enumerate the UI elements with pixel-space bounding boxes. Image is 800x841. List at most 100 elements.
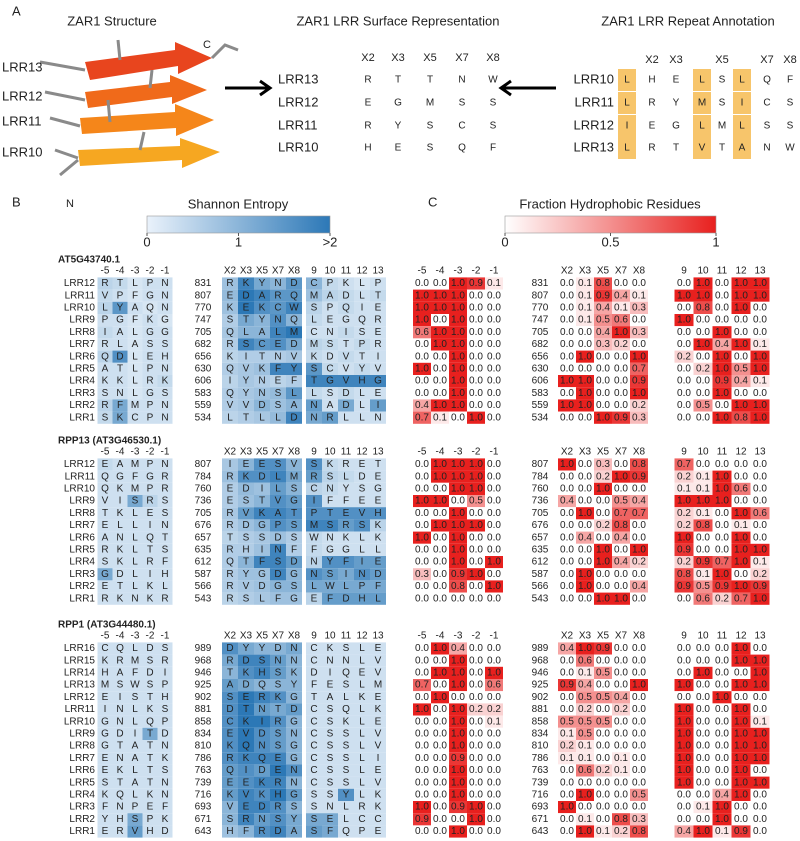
residue: D — [326, 351, 333, 362]
fraction-value: 1.0 — [696, 278, 710, 289]
residue: S — [162, 508, 169, 519]
residue-position: 770 — [532, 303, 549, 314]
fraction-cell — [449, 458, 467, 471]
residue: L — [359, 412, 365, 423]
entropy-cell — [370, 519, 386, 532]
entropy-cell — [338, 387, 354, 400]
fraction-value: 1.0 — [451, 532, 465, 543]
fraction-value: 0.0 — [596, 777, 610, 788]
residue: R — [374, 339, 381, 350]
entropy-cell — [142, 568, 158, 581]
fraction-cell — [467, 387, 485, 400]
entropy-cell — [97, 338, 113, 351]
entropy-cell — [270, 543, 286, 556]
fraction-value: 0.0 — [433, 826, 447, 837]
fraction-value: 1.0 — [578, 826, 592, 837]
column-header: -1 — [161, 447, 170, 458]
entropy-cell — [306, 801, 322, 814]
entropy-cell — [286, 289, 302, 302]
residue: T — [673, 143, 679, 154]
residue: Q — [290, 315, 298, 326]
fraction-cell — [693, 411, 713, 424]
residue: C — [374, 814, 381, 825]
fraction-value: 0.0 — [469, 655, 483, 666]
fraction-value: 1.0 — [415, 364, 429, 375]
entropy-cell — [238, 350, 254, 363]
entropy-cell — [270, 556, 286, 569]
fraction-cell — [674, 458, 694, 471]
entropy-cell — [157, 691, 173, 704]
residue: N — [161, 364, 168, 375]
residue: C — [310, 729, 317, 740]
column-header: 12 — [356, 631, 368, 642]
fraction-value: 1.0 — [596, 484, 610, 495]
residue: D — [226, 643, 233, 654]
fraction-value: 0.4 — [632, 496, 646, 507]
fraction-value: 0.0 — [578, 777, 592, 788]
residue: S — [291, 484, 298, 495]
fraction-cell — [750, 399, 770, 412]
beta-strand — [85, 42, 212, 80]
entropy-cell — [112, 642, 128, 655]
fraction-value: 0.0 — [560, 351, 574, 362]
fraction-value: 0.0 — [487, 376, 501, 387]
residue: G — [290, 716, 298, 727]
fraction-value: 0.9 — [415, 814, 429, 825]
residue: S — [327, 765, 334, 776]
column-header: 13 — [372, 266, 384, 277]
fraction-cell — [612, 362, 630, 375]
entropy-cell — [157, 458, 173, 471]
column-header: 11 — [717, 631, 728, 642]
residue: E — [275, 339, 282, 350]
residue-position: 786 — [532, 753, 549, 764]
residue-position: 946 — [532, 668, 549, 679]
fraction-cell — [558, 362, 576, 375]
fraction-value: 0.0 — [415, 729, 429, 740]
entropy-cell — [238, 752, 254, 765]
column-header: -5 — [101, 447, 110, 458]
fraction-value: 0.0 — [614, 388, 628, 399]
fraction-value: 0.0 — [632, 655, 646, 666]
entropy-cell — [157, 703, 173, 716]
residue: D — [310, 668, 317, 679]
fraction-value: 0.0 — [560, 790, 574, 801]
fraction-value: 0.0 — [632, 520, 646, 531]
fraction-cell — [630, 387, 648, 400]
entropy-cell — [354, 568, 370, 581]
residue: P — [311, 508, 318, 519]
entropy-cell — [254, 556, 270, 569]
residue: G — [258, 520, 266, 531]
fraction-value: 0.8 — [632, 826, 646, 837]
fraction-cell — [485, 301, 503, 314]
fraction-value: 0.3 — [596, 459, 610, 470]
fraction-value: 1.0 — [433, 496, 447, 507]
entropy-cell — [338, 507, 354, 520]
entropy-cell — [222, 666, 238, 679]
highlight — [733, 137, 751, 159]
residue: T — [719, 143, 725, 154]
residue: S — [147, 680, 154, 691]
colorbar-tick-label: 1 — [712, 234, 719, 249]
fraction-value: 0.4 — [596, 327, 610, 338]
residue: E — [359, 668, 366, 679]
entropy-cell — [112, 543, 128, 556]
residue: P — [132, 802, 139, 813]
fraction-value: 1.0 — [578, 508, 592, 519]
column-header: X2 — [361, 52, 374, 64]
fraction-value: 0.0 — [596, 532, 610, 543]
entropy-cell — [238, 519, 254, 532]
fraction-value: 0.8 — [734, 412, 748, 423]
residue: G — [101, 729, 109, 740]
fraction-value: 0.0 — [696, 388, 710, 399]
fraction-value: 0.0 — [560, 704, 574, 715]
residue: S — [275, 400, 282, 411]
entropy-cell — [370, 801, 386, 814]
entropy-cell — [338, 801, 354, 814]
entropy-cell — [97, 519, 113, 532]
fraction-value: 1.0 — [614, 327, 628, 338]
entropy-cell — [354, 495, 370, 508]
entropy-cell — [97, 507, 113, 520]
highlight — [693, 92, 711, 114]
residue: R — [310, 471, 317, 482]
fraction-value: 1.0 — [715, 388, 729, 399]
